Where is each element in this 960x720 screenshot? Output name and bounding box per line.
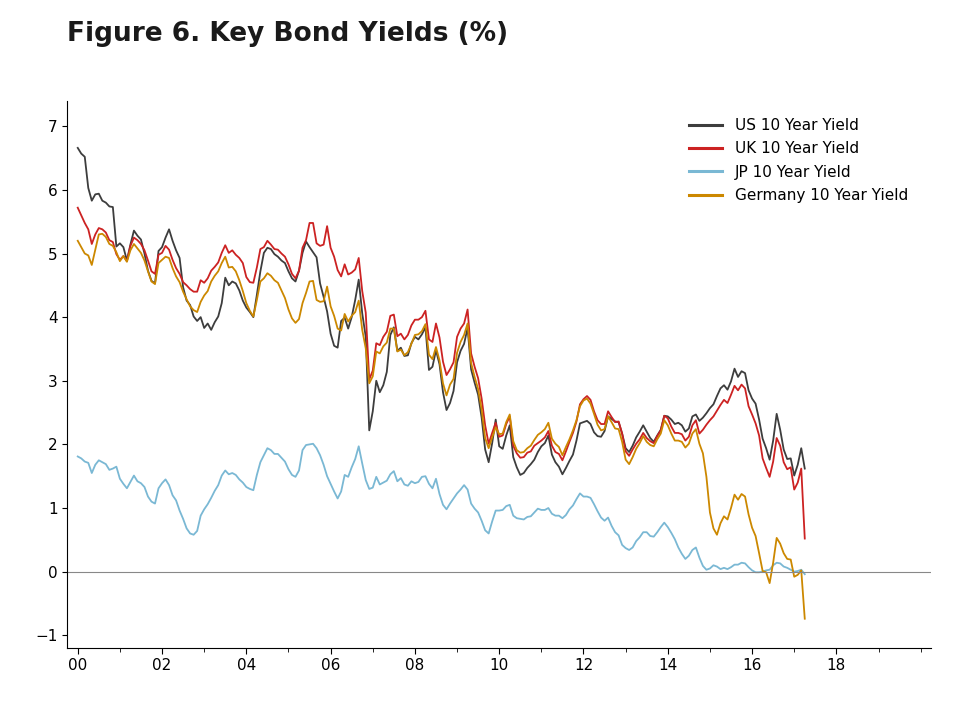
Line: Germany 10 Year Yield: Germany 10 Year Yield: [78, 234, 804, 618]
US 10 Year Yield: [72, 143, 84, 152]
Line: JP 10 Year Yield: JP 10 Year Yield: [78, 444, 804, 574]
JP 10 Year Yield: [72, 452, 84, 461]
Germany 10 Year Yield: [799, 614, 810, 623]
UK 10 Year Yield: [252, 264, 263, 272]
UK 10 Year Yield: [546, 441, 558, 450]
JP 10 Year Yield: [307, 439, 319, 448]
UK 10 Year Yield: [324, 243, 336, 252]
UK 10 Year Yield: [72, 203, 84, 212]
US 10 Year Yield: [775, 426, 786, 434]
Line: UK 10 Year Yield: UK 10 Year Yield: [78, 207, 804, 539]
JP 10 Year Yield: [550, 511, 562, 520]
US 10 Year Yield: [799, 464, 810, 473]
US 10 Year Yield: [252, 291, 263, 300]
US 10 Year Yield: [546, 450, 558, 459]
Line: US 10 Year Yield: US 10 Year Yield: [78, 148, 804, 476]
Germany 10 Year Yield: [591, 420, 603, 429]
Germany 10 Year Yield: [328, 312, 340, 320]
UK 10 Year Yield: [775, 441, 786, 450]
UK 10 Year Yield: [588, 407, 600, 415]
Germany 10 Year Yield: [72, 236, 84, 245]
US 10 Year Yield: [324, 329, 336, 338]
JP 10 Year Yield: [328, 487, 340, 496]
Text: Figure 6. Key Bond Yields (%): Figure 6. Key Bond Yields (%): [67, 21, 509, 47]
JP 10 Year Yield: [252, 471, 263, 480]
UK 10 Year Yield: [125, 241, 136, 250]
Legend: US 10 Year Yield, UK 10 Year Yield, JP 10 Year Yield, Germany 10 Year Yield: US 10 Year Yield, UK 10 Year Yield, JP 1…: [683, 112, 914, 210]
JP 10 Year Yield: [799, 570, 810, 578]
Germany 10 Year Yield: [778, 549, 789, 557]
Germany 10 Year Yield: [97, 230, 108, 238]
US 10 Year Yield: [588, 428, 600, 436]
US 10 Year Yield: [125, 240, 136, 249]
JP 10 Year Yield: [591, 507, 603, 516]
US 10 Year Yield: [788, 472, 800, 480]
JP 10 Year Yield: [778, 562, 789, 571]
UK 10 Year Yield: [799, 534, 810, 543]
Germany 10 Year Yield: [129, 240, 140, 248]
Germany 10 Year Yield: [254, 277, 266, 286]
Germany 10 Year Yield: [550, 439, 562, 448]
JP 10 Year Yield: [125, 477, 136, 486]
